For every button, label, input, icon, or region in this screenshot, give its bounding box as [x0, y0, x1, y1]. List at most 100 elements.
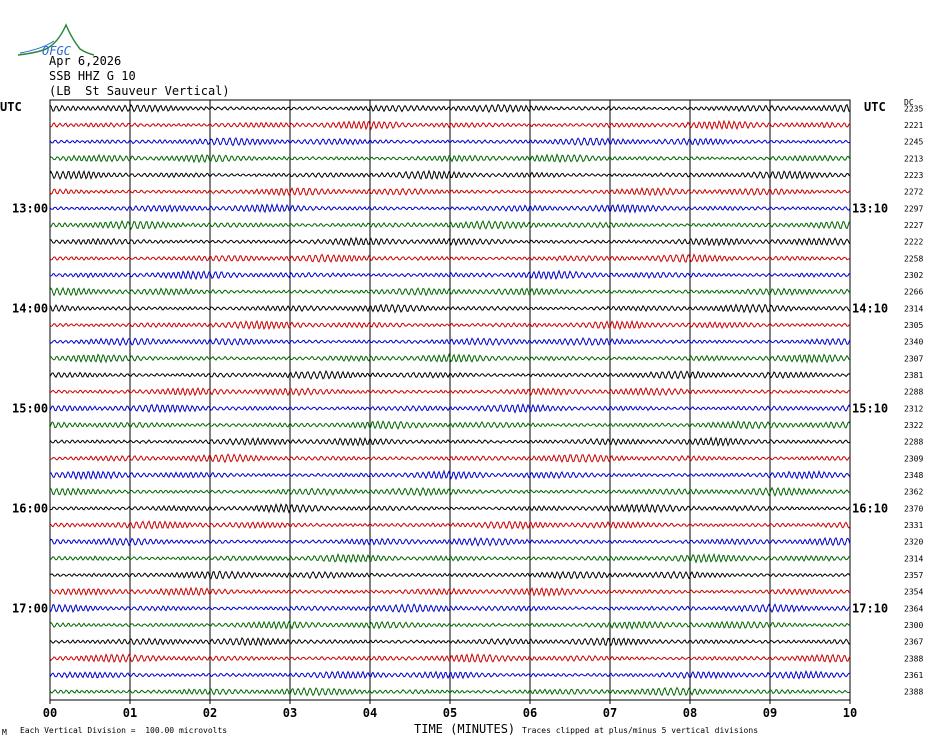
dc-offset-label: 2221 — [904, 121, 923, 130]
x-tick-label: 00 — [43, 706, 57, 720]
dc-offset-label: 2314 — [904, 554, 923, 563]
trace-line — [49, 686, 851, 697]
trace-line — [49, 236, 851, 247]
dc-column-title: DC — [904, 98, 914, 107]
dc-offset-label: 2361 — [904, 671, 923, 680]
right-time-label: 16:10 — [852, 501, 888, 515]
trace-line — [49, 186, 851, 197]
trace-line — [49, 637, 851, 647]
dc-offset-label: 2288 — [904, 438, 923, 447]
trace-line — [49, 520, 851, 531]
header-location: (LB St Sauveur Vertical) — [49, 84, 230, 98]
dc-offset-label: 2297 — [904, 204, 923, 213]
dc-offset-label: 2309 — [904, 454, 923, 463]
x-tick-label: 01 — [123, 706, 137, 720]
dc-offset-label: 2340 — [904, 338, 923, 347]
trace-line — [49, 286, 851, 297]
trace-line — [49, 103, 851, 114]
scale-note: Each Vertical Division = 100.00 microvol… — [20, 726, 228, 735]
x-tick-label: 05 — [443, 706, 457, 720]
trace-line — [49, 469, 851, 481]
right-time-label: 17:10 — [852, 601, 888, 615]
trace-line — [49, 586, 851, 598]
trace-line — [49, 536, 851, 547]
x-tick-label: 09 — [763, 706, 777, 720]
dc-offset-label: 2266 — [904, 288, 923, 297]
plot-grid — [49, 99, 851, 704]
right-time-label: 15:10 — [852, 401, 888, 415]
dc-offset-label: 2288 — [904, 388, 923, 397]
dc-offset-label: 2213 — [904, 154, 923, 163]
dc-offset-label: 2300 — [904, 621, 923, 630]
dc-offset-label: 2222 — [904, 238, 923, 247]
dc-offset-label: 2302 — [904, 271, 923, 280]
left-time-label: 16:00 — [12, 501, 48, 515]
x-tick-label: 10 — [843, 706, 857, 720]
trace-line — [49, 169, 851, 180]
logo-graphic: OFGC — [18, 23, 95, 58]
dc-offset-label: 2312 — [904, 404, 923, 413]
x-axis-title: TIME (MINUTES) — [414, 722, 516, 736]
dc-offset-label: 2307 — [904, 354, 923, 363]
left-axis-title: UTC — [0, 100, 22, 114]
trace-line — [49, 420, 851, 431]
clip-note: Traces clipped at plus/minus 5 vertical … — [522, 726, 759, 735]
dc-offset-label: 2357 — [904, 571, 923, 580]
dc-offset-label: 2258 — [904, 254, 923, 263]
dc-offset-label: 2272 — [904, 188, 923, 197]
trace-line — [49, 269, 851, 281]
right-time-label: 14:10 — [852, 301, 888, 315]
trace-line — [49, 603, 851, 614]
trace-line — [49, 669, 851, 680]
dc-offset-label: 2227 — [904, 221, 923, 230]
x-tick-label: 03 — [283, 706, 297, 720]
dc-offset-label: 2381 — [904, 371, 923, 380]
dc-offset-label: 2362 — [904, 488, 923, 497]
logo-text: OFGC — [42, 44, 72, 58]
dc-offset-label: 2331 — [904, 521, 923, 530]
trace-line — [49, 436, 851, 447]
dc-offset-label: 2245 — [904, 138, 923, 147]
right-time-label: 13:10 — [852, 201, 888, 215]
dc-offset-label: 2367 — [904, 638, 923, 647]
trace-line — [49, 203, 851, 214]
trace-line — [49, 219, 851, 231]
trace-line — [49, 453, 851, 464]
trace-line — [49, 502, 851, 514]
trace-line — [49, 153, 851, 164]
dc-offset-label: 2388 — [904, 688, 923, 697]
header-date: Apr 6,2026 — [49, 54, 122, 68]
dc-offset-label: 2314 — [904, 304, 923, 313]
dc-offset-label: 2348 — [904, 471, 923, 480]
dc-offset-label: 2322 — [904, 421, 923, 430]
x-tick-label: 07 — [603, 706, 617, 720]
x-tick-label: 04 — [363, 706, 377, 720]
x-tick-label: 06 — [523, 706, 537, 720]
dc-offset-label: 2388 — [904, 654, 923, 663]
left-time-label: 15:00 — [12, 401, 48, 415]
trace-line — [49, 386, 851, 397]
left-time-label: 14:00 — [12, 301, 48, 315]
trace-line — [49, 137, 851, 147]
trace-line — [49, 303, 851, 314]
trace-line — [49, 337, 851, 347]
trace-line — [49, 253, 851, 263]
trace-line — [49, 486, 851, 497]
x-tick-label: 08 — [683, 706, 697, 720]
trace-line — [49, 570, 851, 580]
left-time-label: 13:00 — [12, 201, 48, 215]
trace-line — [49, 402, 851, 414]
trace-line — [49, 369, 851, 380]
footer-mark: M — [2, 728, 7, 737]
dc-offset-label: 2354 — [904, 588, 923, 597]
trace-line — [49, 119, 851, 131]
dc-offset-label: 2305 — [904, 321, 923, 330]
trace-line — [49, 652, 851, 664]
seismic-traces — [49, 103, 851, 697]
left-time-label: 17:00 — [12, 601, 48, 615]
logo: OFGC — [2, 4, 95, 58]
trace-line — [49, 620, 851, 630]
plot-labels: 00 01 02 03 04 05 06 07 08 09 10 2235 2221 2245 2213 22… — [12, 104, 923, 720]
header-station: SSB HHZ G 10 — [49, 69, 136, 83]
